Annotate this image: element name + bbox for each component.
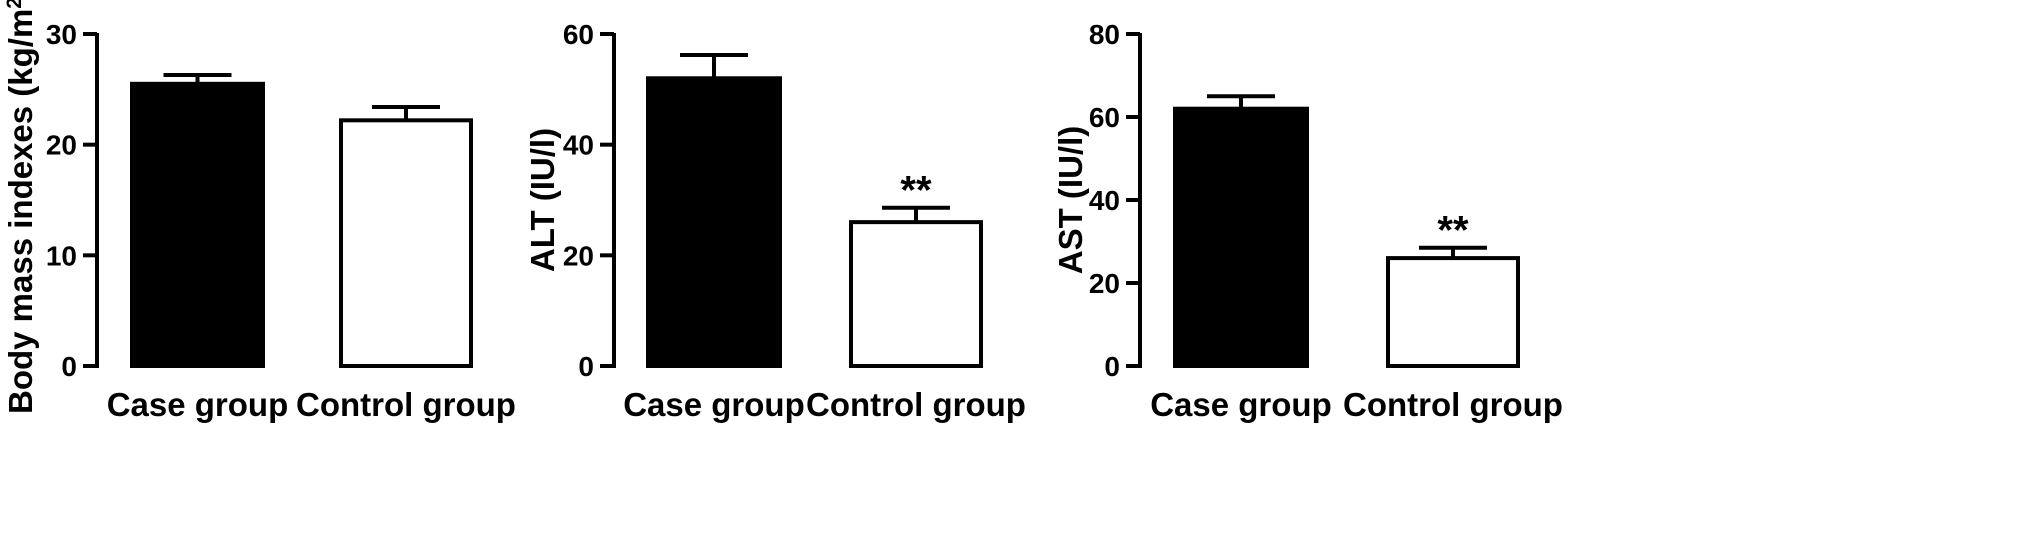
y-tick-label-4: 60	[563, 19, 594, 50]
y-axis-title: ALT (IU/l)	[524, 128, 561, 272]
y-tick-label-3: 40	[563, 130, 594, 161]
category-label-1: Case group	[623, 386, 805, 423]
category-label-1: Case group	[107, 386, 289, 423]
error-bar-1	[680, 53, 748, 79]
chart-panel-3: Case group ** Control group 0 20 40 60 80 AST (I…	[1052, 19, 1563, 423]
y-axis-title: Body mass indexes (kg/m2)	[2, 0, 39, 414]
y-tick-label-1: 0	[578, 351, 594, 382]
error-bar-2	[882, 205, 950, 223]
bar-2	[339, 118, 473, 368]
bar-1	[646, 76, 782, 369]
chart-panel-2: Case group ** Control group 0 20 40 60 ALT (IU/…	[524, 19, 1026, 423]
bar-1	[130, 81, 265, 369]
y-tick-label-1: 0	[1104, 351, 1120, 382]
y-axis-title: AST (IU/l)	[1052, 126, 1089, 274]
significance-marker-2: **	[1437, 209, 1469, 253]
category-label-1: Case group	[1150, 386, 1332, 423]
error-bar-1	[1207, 94, 1275, 109]
y-tick-label-2: 10	[46, 240, 77, 271]
y-tick-label-2: 20	[563, 240, 594, 271]
y-tick-label-4: 30	[46, 19, 77, 50]
bar-1	[1173, 106, 1309, 368]
y-tick-label-2: 20	[1089, 268, 1120, 299]
bar-2	[849, 220, 983, 368]
y-tick-label-3: 20	[46, 130, 77, 161]
bar-2	[1386, 256, 1520, 369]
significance-marker-2: **	[900, 169, 932, 213]
y-tick-label-5: 80	[1089, 19, 1120, 50]
category-label-2: Control group	[806, 386, 1026, 423]
category-label-2: Control group	[1343, 386, 1563, 423]
category-label-2: Control group	[296, 386, 516, 423]
y-tick-label-3: 40	[1089, 185, 1120, 216]
y-tick-label-1: 0	[61, 351, 77, 382]
y-tick-label-4: 60	[1089, 102, 1120, 133]
error-bar-2	[372, 105, 440, 121]
